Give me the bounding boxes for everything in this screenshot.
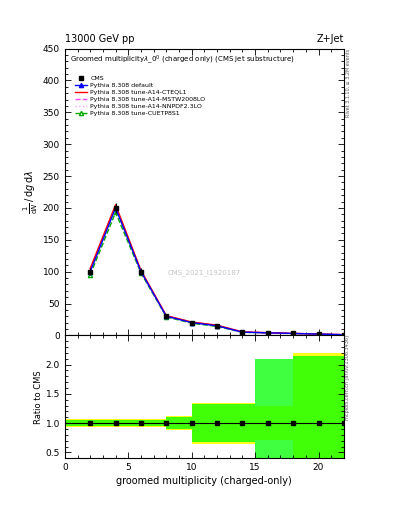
Pythia 8.308 tune-CUETP8S1 bbox=[265, 330, 270, 336]
Legend: CMS, Pythia 8.308 default, Pythia 8.308 tune-A14-CTEQL1, Pythia 8.308 tune-A14-M: CMS, Pythia 8.308 default, Pythia 8.308 … bbox=[73, 75, 207, 117]
Pythia 8.308 tune-A14-MSTW2008LO bbox=[291, 330, 296, 336]
Pythia 8.308 tune-A14-NNPDF2.3LO bbox=[265, 330, 270, 336]
Pythia 8.308 tune-A14-NNPDF2.3LO bbox=[113, 203, 118, 209]
Pythia 8.308 default bbox=[240, 329, 245, 335]
Pythia 8.308 tune-A14-MSTW2008LO bbox=[240, 329, 245, 335]
Text: Groomed multiplicity$\lambda\_0^0$ (charged only) (CMS jet substructure): Groomed multiplicity$\lambda\_0^0$ (char… bbox=[70, 53, 295, 66]
Pythia 8.308 tune-A14-CTEQL1 bbox=[291, 330, 296, 336]
Line: Pythia 8.308 tune-A14-CTEQL1: Pythia 8.308 tune-A14-CTEQL1 bbox=[90, 205, 344, 335]
Pythia 8.308 default bbox=[189, 319, 194, 326]
Line: Pythia 8.308 tune-A14-NNPDF2.3LO: Pythia 8.308 tune-A14-NNPDF2.3LO bbox=[90, 206, 344, 335]
Pythia 8.308 tune-A14-CTEQL1 bbox=[189, 319, 194, 325]
Pythia 8.308 tune-A14-NNPDF2.3LO bbox=[291, 330, 296, 336]
Pythia 8.308 tune-CUETP8S1 bbox=[215, 324, 219, 330]
Pythia 8.308 tune-A14-CTEQL1 bbox=[265, 330, 270, 336]
Pythia 8.308 tune-A14-MSTW2008LO bbox=[139, 268, 143, 274]
Pythia 8.308 default bbox=[215, 323, 219, 329]
Pythia 8.308 tune-A14-NNPDF2.3LO bbox=[316, 331, 321, 337]
Pythia 8.308 tune-A14-MSTW2008LO bbox=[316, 331, 321, 337]
Pythia 8.308 tune-A14-CTEQL1 bbox=[139, 267, 143, 273]
Pythia 8.308 tune-A14-NNPDF2.3LO bbox=[139, 268, 143, 274]
Pythia 8.308 tune-A14-NNPDF2.3LO bbox=[342, 332, 346, 338]
Text: mcplots.cern.ch [arXiv:1306.3436]: mcplots.cern.ch [arXiv:1306.3436] bbox=[345, 335, 350, 420]
Pythia 8.308 tune-A14-MSTW2008LO bbox=[189, 319, 194, 325]
Pythia 8.308 default bbox=[342, 332, 346, 338]
Pythia 8.308 tune-CUETP8S1 bbox=[164, 314, 169, 320]
Pythia 8.308 tune-A14-NNPDF2.3LO bbox=[240, 329, 245, 335]
Text: CMS_2021_I1920187: CMS_2021_I1920187 bbox=[168, 269, 241, 275]
Pythia 8.308 tune-CUETP8S1 bbox=[342, 332, 346, 338]
Pythia 8.308 tune-CUETP8S1 bbox=[113, 209, 118, 216]
Line: Pythia 8.308 default: Pythia 8.308 default bbox=[88, 206, 346, 337]
Pythia 8.308 tune-A14-MSTW2008LO bbox=[215, 323, 219, 329]
Pythia 8.308 tune-A14-CTEQL1 bbox=[215, 322, 219, 328]
Pythia 8.308 tune-CUETP8S1 bbox=[240, 329, 245, 335]
Pythia 8.308 tune-CUETP8S1 bbox=[139, 270, 143, 276]
Pythia 8.308 default bbox=[265, 330, 270, 336]
Text: 13000 GeV pp: 13000 GeV pp bbox=[65, 33, 134, 44]
Pythia 8.308 default bbox=[113, 205, 118, 211]
Pythia 8.308 tune-CUETP8S1 bbox=[189, 320, 194, 326]
Pythia 8.308 tune-A14-MSTW2008LO bbox=[265, 330, 270, 336]
Pythia 8.308 default bbox=[316, 331, 321, 337]
Y-axis label: Ratio to CMS: Ratio to CMS bbox=[34, 370, 43, 423]
Pythia 8.308 default bbox=[291, 330, 296, 336]
Pythia 8.308 default bbox=[164, 313, 169, 319]
Pythia 8.308 tune-A14-CTEQL1 bbox=[240, 329, 245, 335]
Pythia 8.308 tune-A14-CTEQL1 bbox=[316, 331, 321, 337]
Pythia 8.308 default bbox=[139, 269, 143, 275]
Pythia 8.308 tune-A14-CTEQL1 bbox=[164, 312, 169, 318]
Pythia 8.308 tune-A14-NNPDF2.3LO bbox=[88, 267, 93, 273]
Text: Z+Jet: Z+Jet bbox=[316, 33, 344, 44]
Line: Pythia 8.308 tune-CUETP8S1: Pythia 8.308 tune-CUETP8S1 bbox=[88, 210, 346, 337]
Pythia 8.308 tune-A14-CTEQL1 bbox=[342, 332, 346, 338]
Pythia 8.308 tune-A14-MSTW2008LO bbox=[113, 204, 118, 210]
Text: Rivet 3.1.10, ≥ 3.2M events: Rivet 3.1.10, ≥ 3.2M events bbox=[345, 49, 350, 117]
X-axis label: groomed multiplicity (charged-only): groomed multiplicity (charged-only) bbox=[116, 476, 292, 486]
Pythia 8.308 default bbox=[88, 269, 93, 275]
Pythia 8.308 tune-CUETP8S1 bbox=[316, 331, 321, 337]
Pythia 8.308 tune-A14-MSTW2008LO bbox=[164, 313, 169, 319]
Pythia 8.308 tune-A14-NNPDF2.3LO bbox=[189, 319, 194, 325]
Pythia 8.308 tune-A14-MSTW2008LO bbox=[88, 267, 93, 273]
Pythia 8.308 tune-CUETP8S1 bbox=[291, 330, 296, 336]
Pythia 8.308 tune-A14-MSTW2008LO bbox=[342, 332, 346, 338]
Pythia 8.308 tune-A14-CTEQL1 bbox=[88, 265, 93, 271]
Pythia 8.308 tune-CUETP8S1 bbox=[88, 272, 93, 278]
Pythia 8.308 tune-A14-NNPDF2.3LO bbox=[215, 323, 219, 329]
Pythia 8.308 tune-A14-CTEQL1 bbox=[113, 202, 118, 208]
Pythia 8.308 tune-A14-NNPDF2.3LO bbox=[164, 313, 169, 319]
Line: Pythia 8.308 tune-A14-MSTW2008LO: Pythia 8.308 tune-A14-MSTW2008LO bbox=[90, 207, 344, 335]
Y-axis label: $\frac{1}{\mathrm{d}N}\,/\,\mathrm{d}g\,\mathrm{d}\lambda$: $\frac{1}{\mathrm{d}N}\,/\,\mathrm{d}g\,… bbox=[22, 170, 40, 214]
